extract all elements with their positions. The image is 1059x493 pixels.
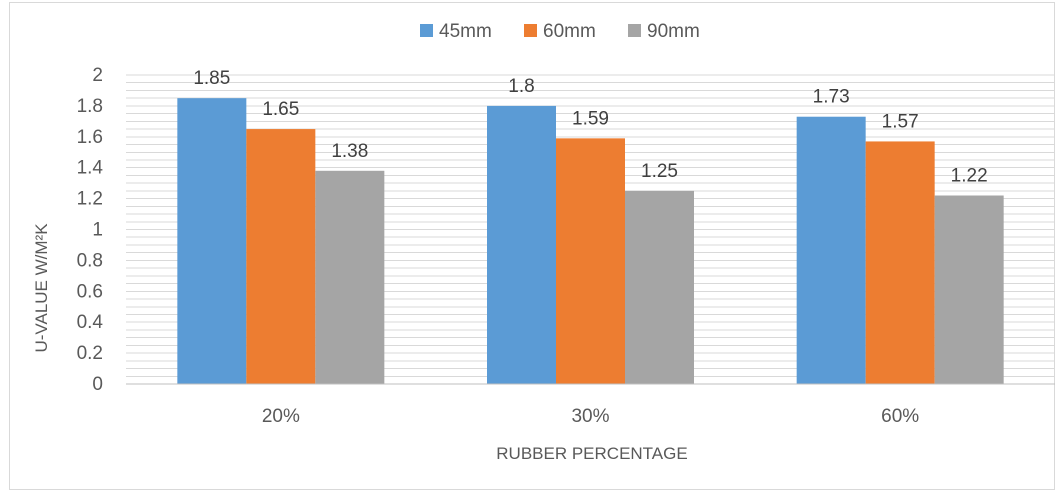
y-tick-label: 1.6 — [77, 127, 103, 148]
legend-swatch-90mm — [628, 24, 641, 37]
data-label: 1.8 — [508, 76, 534, 97]
bar-45mm-60% — [796, 116, 866, 384]
y-tick-label: 0.4 — [77, 312, 104, 333]
bar-45mm-30% — [487, 105, 556, 385]
data-label: 1.25 — [641, 161, 678, 182]
legend-label: 60mm — [543, 21, 596, 42]
axes: 0 0.2 0.4 0.6 0.8 1 1.2 1.4 1.6 1.8 2 20% 30% 60% — [77, 65, 1055, 427]
data-label: 1.73 — [813, 87, 850, 108]
y-tick-label: 0 — [92, 374, 103, 395]
bars — [177, 98, 1004, 385]
y-tick-label: 0.2 — [77, 343, 103, 364]
bar-90mm-20% — [315, 170, 385, 384]
bar-60mm-30% — [556, 138, 625, 384]
y-axis-title: U-VALUE W/M²K — [32, 223, 51, 353]
bar-90mm-30% — [625, 190, 694, 384]
data-label: 1.57 — [882, 111, 919, 132]
data-labels: 1.85 1.65 1.38 1.8 1.59 1.25 1.73 1.57 1.22 — [193, 68, 987, 186]
x-tick-label: 20% — [262, 406, 300, 427]
data-label: 1.59 — [572, 108, 609, 129]
y-tick-label: 1 — [92, 220, 103, 241]
legend-swatch-60mm — [524, 24, 537, 37]
bar-90mm-60% — [934, 195, 1004, 384]
legend-label: 90mm — [647, 21, 700, 42]
y-tick-label: 2 — [92, 65, 103, 86]
bar-45mm-20% — [177, 98, 247, 385]
y-tick-label: 0.6 — [77, 281, 103, 302]
bar-60mm-20% — [246, 129, 316, 384]
x-tick-label: 60% — [881, 406, 919, 427]
y-tick-label: 1.8 — [77, 96, 103, 117]
data-label: 1.38 — [331, 141, 368, 162]
y-tick-label: 1.2 — [77, 189, 103, 210]
legend-label: 45mm — [439, 21, 492, 42]
bar-60mm-60% — [865, 141, 935, 384]
legend-swatch-45mm — [420, 24, 433, 37]
x-axis-title: RUBBER PERCENTAGE — [496, 444, 687, 463]
x-tick-label: 30% — [571, 406, 609, 427]
legend: 45mm 60mm 90mm — [420, 21, 700, 42]
y-tick-label: 0.8 — [77, 250, 103, 271]
y-tick-label: 1.4 — [77, 158, 104, 179]
data-label: 1.22 — [951, 166, 988, 187]
data-label: 1.85 — [193, 68, 230, 89]
data-label: 1.65 — [262, 99, 299, 120]
